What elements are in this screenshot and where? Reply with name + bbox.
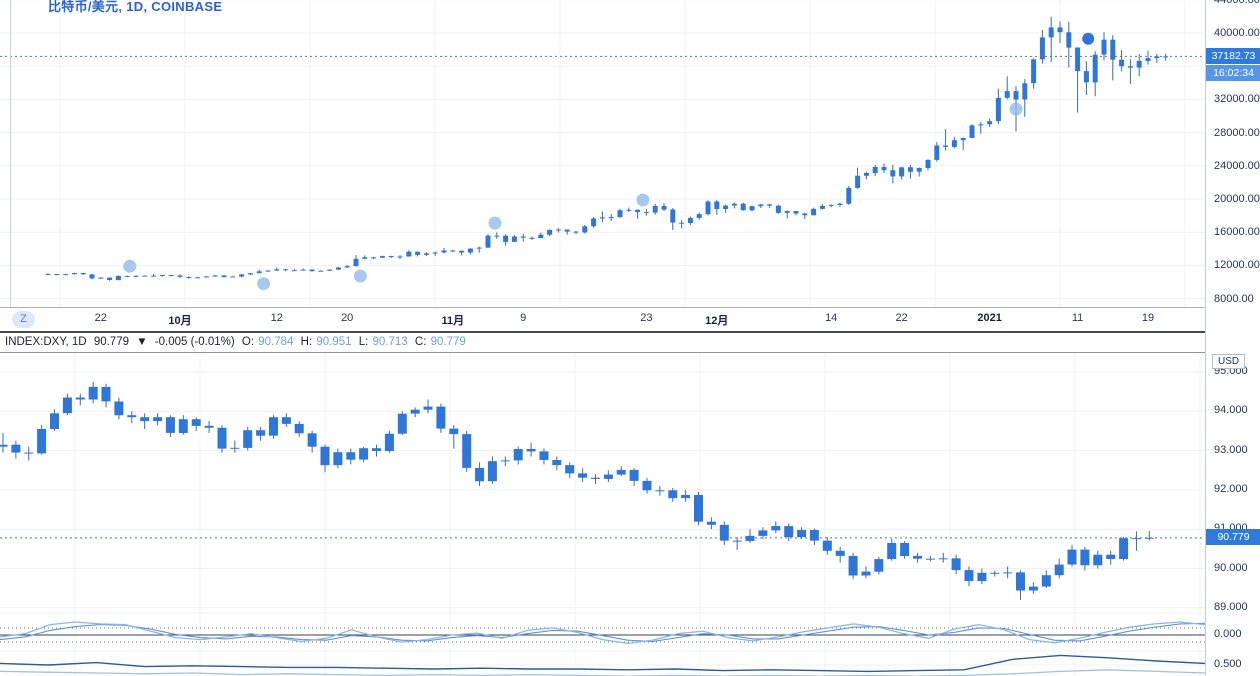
y-axis-label: 92.000 <box>1214 482 1248 495</box>
indicator-axis-label: 0.000 <box>1214 628 1242 640</box>
event-dot <box>353 269 367 283</box>
x-axis-label: 22 <box>94 312 107 324</box>
x-axis-label: 9 <box>520 312 527 324</box>
close-label: C: <box>414 336 427 348</box>
x-axis-label: 12 <box>270 312 283 324</box>
indicator-line <box>0 622 1205 643</box>
btc-chart-panel[interactable]: 比特币/美元, 1D, COINBASE <box>0 0 1205 307</box>
y-axis-label: 32000.00 <box>1214 93 1260 106</box>
x-axis-label: 14 <box>825 312 838 324</box>
timezone-button[interactable]: Z <box>12 311 35 328</box>
x-axis-label: 11 <box>1071 312 1084 324</box>
indicator-line <box>0 654 1205 673</box>
btc-candlestick-chart <box>0 0 1205 307</box>
x-axis-label: 10月 <box>168 315 192 327</box>
y-axis-label: 89.000 <box>1214 600 1248 613</box>
event-dot <box>488 216 502 230</box>
y-axis-label: 44000.00 <box>1214 0 1260 7</box>
y-axis-label: 28000.00 <box>1214 126 1260 139</box>
y-axis-label: 16000.00 <box>1214 226 1260 239</box>
low-label: L: <box>358 336 369 348</box>
x-axis-label: 20 <box>341 312 354 324</box>
y-axis-label: 94.000 <box>1214 404 1248 417</box>
candles-layer <box>0 381 1154 600</box>
dxy-candlestick-chart <box>0 353 1205 676</box>
y-axis-label: 12000.00 <box>1214 259 1260 272</box>
btc-bar-countdown: 16:02:34 <box>1206 65 1260 81</box>
low-value: 90.713 <box>372 336 408 348</box>
price-axis[interactable]: 37182.73 16:02:34 USD 90.779 44000.00 400… <box>1205 0 1260 676</box>
dxy-chart-panel[interactable] <box>0 352 1205 676</box>
x-axis-label: 19 <box>1141 312 1155 324</box>
currency-label[interactable]: USD <box>1212 354 1246 369</box>
event-dot <box>123 259 137 273</box>
y-axis-label: 40000.00 <box>1214 27 1260 39</box>
indicator-line <box>0 621 1205 645</box>
y-axis-label: 8000.00 <box>1214 292 1254 305</box>
event-dot <box>1082 32 1095 45</box>
x-axis-label: 12月 <box>705 315 729 327</box>
btc-symbol-title[interactable]: 比特币/美元, 1D, COINBASE <box>48 0 223 14</box>
open-label: O: <box>241 336 255 348</box>
y-axis-label: 93.000 <box>1214 443 1248 456</box>
y-axis-label: 20000.00 <box>1214 193 1260 205</box>
dxy-legend[interactable]: INDEX:DXY, 1D 90.779 ▼ -0.005 (-0.01%) O… <box>0 333 1210 352</box>
close-value: 90.779 <box>430 336 466 348</box>
x-axis-label: 11月 <box>441 315 465 327</box>
y-axis-label: 90.000 <box>1214 561 1248 574</box>
btc-last-price-label: 37182.73 <box>1206 48 1260 64</box>
y-axis-label: 24000.00 <box>1214 159 1260 172</box>
indicator-line <box>0 669 1205 676</box>
dxy-last-value: 90.779 <box>93 336 129 348</box>
dxy-change: -0.005 (-0.01%) <box>154 336 235 348</box>
event-dot <box>636 193 650 207</box>
open-value: 90.784 <box>258 336 294 348</box>
candles-layer <box>45 16 1169 281</box>
x-axis-label: 23 <box>640 312 653 324</box>
high-value: 90.951 <box>316 336 352 348</box>
dxy-last-price-label: 90.779 <box>1206 529 1260 545</box>
x-axis-label: 22 <box>895 312 908 324</box>
dxy-symbol[interactable]: INDEX:DXY, 1D <box>5 336 87 348</box>
down-arrow-icon: ▼ <box>136 336 148 348</box>
high-label: H: <box>300 336 313 348</box>
event-dot <box>257 277 271 291</box>
x-axis-label: 2021 <box>977 312 1002 324</box>
indicator-axis-label: 0.500 <box>1214 658 1242 670</box>
event-dot <box>1009 102 1023 116</box>
left-gutter-divider <box>10 0 11 307</box>
